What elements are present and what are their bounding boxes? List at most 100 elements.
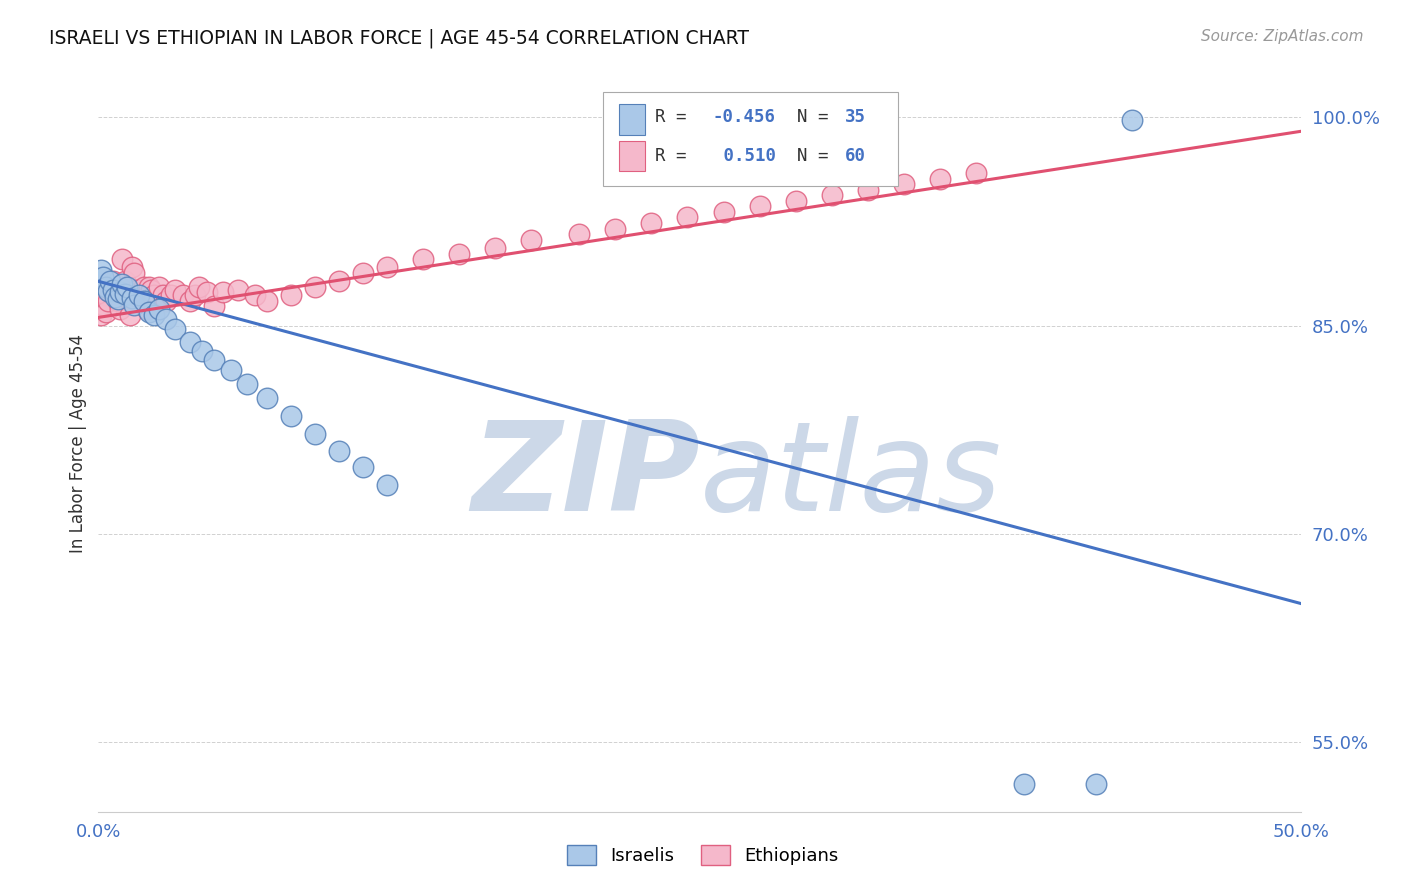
Point xyxy=(568,227,591,241)
Point xyxy=(1085,777,1108,791)
Point xyxy=(640,216,662,230)
Point xyxy=(304,280,326,294)
Point xyxy=(118,308,141,322)
Point xyxy=(101,283,124,297)
Point xyxy=(188,280,211,294)
Point xyxy=(328,274,350,288)
Point xyxy=(125,283,148,297)
Point xyxy=(124,266,146,280)
Point xyxy=(121,260,143,275)
Point xyxy=(202,299,225,313)
Point xyxy=(165,283,187,297)
Point xyxy=(165,321,187,335)
Point xyxy=(928,171,950,186)
Point xyxy=(202,353,225,368)
Legend: Israelis, Ethiopians: Israelis, Ethiopians xyxy=(558,836,848,874)
Point xyxy=(128,291,150,305)
Point xyxy=(605,221,627,235)
Point xyxy=(183,288,205,302)
Point xyxy=(412,252,434,266)
Point xyxy=(148,302,170,317)
Point xyxy=(821,188,844,202)
Point xyxy=(484,241,506,255)
Point xyxy=(328,443,350,458)
Point xyxy=(97,284,120,298)
Point xyxy=(304,427,326,442)
Point xyxy=(1012,777,1035,791)
Point xyxy=(97,293,120,308)
Text: ISRAELI VS ETHIOPIAN IN LABOR FORCE | AGE 45-54 CORRELATION CHART: ISRAELI VS ETHIOPIAN IN LABOR FORCE | AG… xyxy=(49,29,749,48)
Point xyxy=(104,290,127,304)
Point xyxy=(152,288,174,302)
Text: R =: R = xyxy=(655,108,686,126)
Point xyxy=(142,288,165,302)
Text: R =: R = xyxy=(655,147,686,165)
Point xyxy=(111,252,134,266)
Point xyxy=(117,280,139,294)
Point xyxy=(219,363,242,377)
Point xyxy=(94,280,117,294)
Point xyxy=(94,305,117,319)
Point xyxy=(100,285,122,300)
Text: N =: N = xyxy=(797,147,828,165)
Point xyxy=(108,302,131,317)
Text: Source: ZipAtlas.com: Source: ZipAtlas.com xyxy=(1201,29,1364,44)
Point xyxy=(226,283,249,297)
Point xyxy=(212,285,235,300)
Point xyxy=(179,335,201,350)
Text: atlas: atlas xyxy=(699,417,1001,537)
Point xyxy=(748,199,770,213)
Point xyxy=(195,285,218,300)
Point xyxy=(280,409,302,423)
Point xyxy=(128,288,150,302)
Point xyxy=(785,194,807,208)
Point xyxy=(856,183,879,197)
Point xyxy=(520,233,543,247)
FancyBboxPatch shape xyxy=(619,103,645,135)
Point xyxy=(172,288,194,302)
Point xyxy=(142,308,165,322)
Point xyxy=(138,305,160,319)
Point xyxy=(108,285,131,300)
Point xyxy=(965,166,987,180)
Point xyxy=(111,277,134,291)
Point xyxy=(121,291,143,305)
Y-axis label: In Labor Force | Age 45-54: In Labor Force | Age 45-54 xyxy=(69,334,87,553)
Point xyxy=(90,308,112,322)
Point xyxy=(117,291,139,305)
Point xyxy=(100,274,122,288)
Point xyxy=(447,246,470,260)
Point xyxy=(236,377,259,392)
Point xyxy=(191,343,214,358)
Point xyxy=(94,288,117,302)
Point xyxy=(138,280,160,294)
Point xyxy=(375,478,398,492)
Point xyxy=(90,263,112,277)
Point xyxy=(141,283,163,297)
Text: 0.510: 0.510 xyxy=(713,147,776,165)
Point xyxy=(135,302,157,317)
Point xyxy=(114,274,136,288)
FancyBboxPatch shape xyxy=(603,92,898,186)
Point xyxy=(352,266,374,280)
Text: ZIP: ZIP xyxy=(471,417,699,537)
Point xyxy=(107,293,129,308)
Point xyxy=(132,280,155,294)
Point xyxy=(132,293,155,308)
Point xyxy=(280,288,302,302)
Point xyxy=(159,288,181,302)
FancyBboxPatch shape xyxy=(619,141,645,171)
Point xyxy=(893,177,915,191)
Point xyxy=(1121,113,1143,128)
Point xyxy=(124,298,146,312)
Point xyxy=(243,288,266,302)
Point xyxy=(155,293,177,308)
Point xyxy=(256,391,278,405)
Point xyxy=(114,286,136,301)
Text: N =: N = xyxy=(797,108,828,126)
Point xyxy=(148,280,170,294)
Point xyxy=(107,293,129,307)
Text: 35: 35 xyxy=(845,108,866,126)
Point xyxy=(91,270,114,285)
Point xyxy=(91,298,114,312)
